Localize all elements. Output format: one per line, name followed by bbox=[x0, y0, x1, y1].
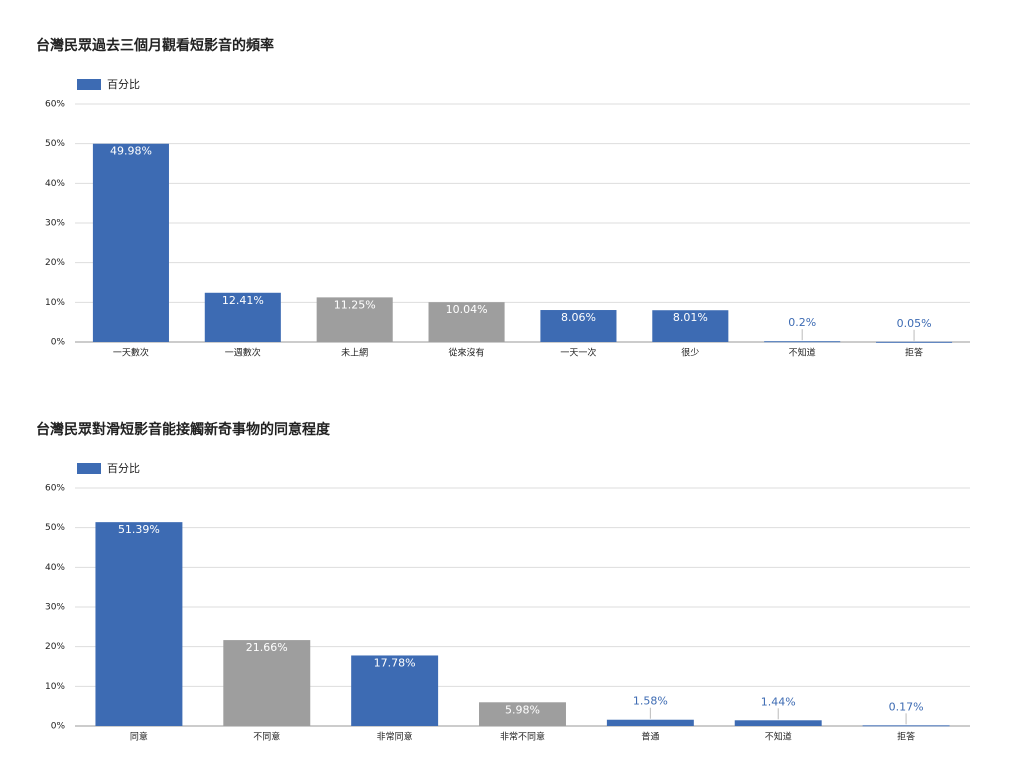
y-tick-label: 30% bbox=[45, 219, 65, 229]
x-tick-label: 同意 bbox=[130, 731, 148, 743]
bar bbox=[204, 292, 281, 342]
y-tick-label: 60% bbox=[45, 484, 65, 494]
bar bbox=[223, 640, 311, 726]
value-label: 17.78% bbox=[374, 656, 416, 669]
bar bbox=[876, 341, 953, 343]
value-label: 0.05% bbox=[897, 317, 932, 330]
bar bbox=[95, 522, 183, 726]
value-label: 51.39% bbox=[118, 523, 160, 536]
value-label: 1.58% bbox=[633, 695, 668, 708]
y-tick-label: 20% bbox=[45, 642, 65, 652]
value-label: 21.66% bbox=[246, 641, 288, 654]
x-tick-label: 未上網 bbox=[341, 347, 368, 359]
x-tick-label: 不知道 bbox=[789, 347, 816, 359]
value-label: 11.25% bbox=[334, 298, 376, 311]
y-tick-label: 50% bbox=[45, 523, 65, 533]
value-label: 12.41% bbox=[222, 294, 264, 307]
value-label: 1.44% bbox=[761, 695, 796, 708]
x-tick-label: 很少 bbox=[681, 347, 699, 359]
bar bbox=[92, 143, 169, 342]
value-label: 0.2% bbox=[788, 316, 816, 329]
value-label: 49.98% bbox=[110, 145, 152, 158]
x-tick-label: 不同意 bbox=[253, 731, 280, 743]
legend-swatch bbox=[77, 463, 101, 474]
y-tick-label: 60% bbox=[45, 100, 65, 110]
value-label: 10.04% bbox=[446, 303, 488, 316]
y-tick-label: 30% bbox=[45, 603, 65, 613]
x-tick-label: 非常同意 bbox=[377, 731, 413, 743]
x-tick-label: 一天數次 bbox=[113, 347, 149, 359]
y-tick-label: 40% bbox=[45, 179, 65, 189]
bar bbox=[316, 297, 393, 342]
value-label: 0.17% bbox=[889, 700, 924, 713]
bar bbox=[351, 655, 439, 726]
x-tick-label: 從來沒有 bbox=[449, 347, 485, 359]
legend-label: 百分比 bbox=[107, 78, 140, 91]
chart-title: 台灣民眾對滑短影音能接觸新奇事物的同意程度 bbox=[36, 421, 331, 438]
value-label: 8.01% bbox=[673, 311, 708, 324]
bar bbox=[764, 341, 841, 343]
bar bbox=[479, 702, 566, 726]
legend-swatch bbox=[77, 79, 101, 90]
x-tick-label: 一週數次 bbox=[225, 347, 261, 359]
x-tick-label: 一天一次 bbox=[560, 347, 596, 359]
legend-label: 百分比 bbox=[107, 462, 140, 475]
y-tick-label: 40% bbox=[45, 563, 65, 573]
bar bbox=[428, 302, 505, 342]
x-tick-label: 不知道 bbox=[765, 731, 792, 743]
value-label: 5.98% bbox=[505, 703, 540, 716]
x-tick-label: 拒答 bbox=[905, 347, 923, 359]
y-tick-label: 0% bbox=[51, 338, 66, 348]
bar bbox=[734, 720, 822, 726]
chart-title: 台灣民眾過去三個月觀看短影音的頻率 bbox=[36, 37, 274, 54]
bar bbox=[540, 310, 617, 342]
y-tick-label: 20% bbox=[45, 258, 65, 268]
bar bbox=[652, 310, 729, 342]
value-label: 8.06% bbox=[561, 311, 596, 324]
y-tick-label: 0% bbox=[51, 722, 66, 732]
y-tick-label: 10% bbox=[45, 298, 65, 308]
x-tick-label: 拒答 bbox=[897, 731, 915, 743]
x-tick-label: 非常不同意 bbox=[500, 731, 545, 743]
x-tick-label: 普通 bbox=[641, 731, 659, 743]
bar bbox=[862, 725, 950, 727]
y-tick-label: 10% bbox=[45, 682, 65, 692]
y-tick-label: 50% bbox=[45, 139, 65, 149]
bar bbox=[606, 719, 694, 726]
